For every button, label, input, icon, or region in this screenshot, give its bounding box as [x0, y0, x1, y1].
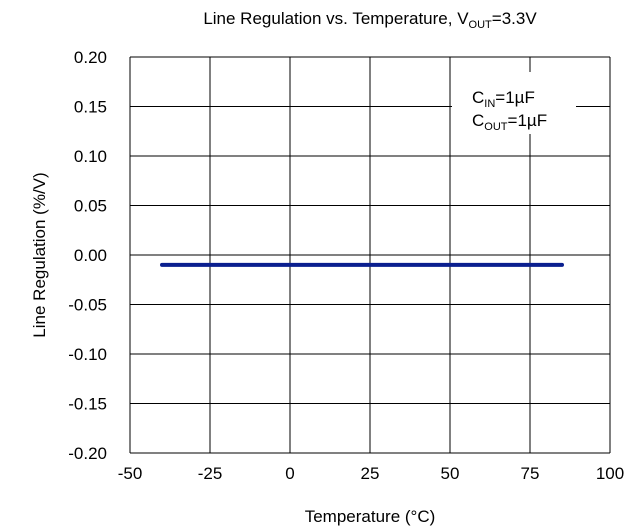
annotation-background	[452, 72, 576, 134]
y-axis-label: Line Regulation (%/V)	[30, 172, 49, 337]
annotation-cin-prefix: C	[472, 88, 484, 107]
y-tick-label: 0.10	[74, 147, 107, 166]
y-tick-label: 0.05	[74, 197, 107, 216]
annotation-cout-subscript: OUT	[484, 121, 508, 133]
y-tick-label: -0.10	[68, 345, 107, 364]
x-tick-label: -25	[198, 464, 223, 483]
x-tick-label: 75	[521, 464, 540, 483]
x-tick-label: 100	[596, 464, 624, 483]
y-tick-label: -0.05	[68, 296, 107, 315]
chart-title: Line Regulation vs. Temperature, VOUT=3.…	[203, 9, 537, 31]
annotation-cout: COUT=1µF	[472, 111, 547, 133]
y-tick-label: 0.00	[74, 246, 107, 265]
x-tick-label: -50	[118, 464, 143, 483]
x-tick-label: 50	[441, 464, 460, 483]
x-tick-label: 0	[285, 464, 294, 483]
annotation-cout-suffix: =1µF	[508, 111, 548, 130]
annotation-cin-subscript: IN	[484, 98, 495, 110]
chart-title-suffix: =3.3V	[492, 9, 538, 28]
annotation-cin: CIN=1µF	[472, 88, 535, 110]
y-tick-label: 0.20	[74, 48, 107, 67]
grid-lines	[129, 56, 611, 454]
chart-title-subscript: OUT	[469, 19, 493, 31]
annotation-cout-prefix: C	[472, 111, 484, 130]
chart-title-prefix: Line Regulation vs. Temperature, V	[203, 9, 469, 28]
x-tick-label: 25	[361, 464, 380, 483]
y-tick-label: -0.20	[68, 444, 107, 463]
annotation-cin-suffix: =1µF	[495, 88, 535, 107]
y-tick-labels: 0.20 0.15 0.10 0.05 0.00 -0.05 -0.10 -0.15 -0.20	[68, 48, 107, 463]
x-tick-labels: -50 -25 0 25 50 75 100	[118, 464, 624, 483]
x-axis-label: Temperature (°C)	[305, 507, 436, 526]
y-tick-label: 0.15	[74, 98, 107, 117]
y-tick-label: -0.15	[68, 395, 107, 414]
